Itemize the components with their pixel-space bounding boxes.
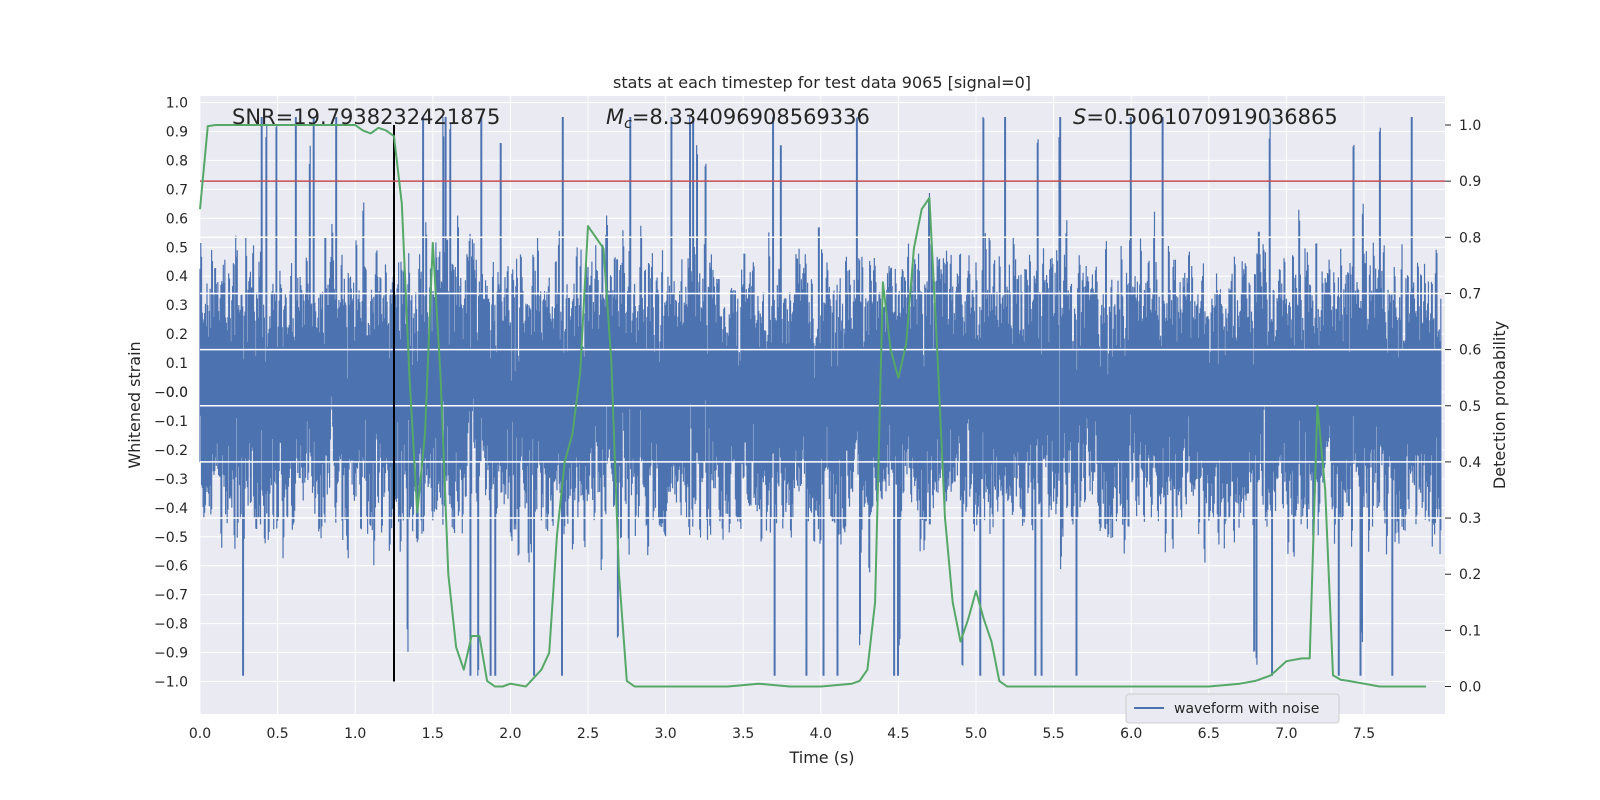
right-tick-label: 0.9 [1459, 174, 1481, 190]
left-tick-label: −0.0 [154, 385, 188, 401]
x-tick-label: 3.5 [732, 726, 754, 742]
right-tick-label: 0.1 [1459, 623, 1481, 639]
left-tick-label: −0.5 [154, 530, 188, 546]
x-tick-label: 7.5 [1353, 726, 1375, 742]
left-tick-label: 0.1 [166, 356, 188, 372]
left-tick-label: 0.2 [166, 327, 188, 343]
left-tick-label: 0.7 [166, 182, 188, 198]
left-tick-label: −0.7 [154, 588, 188, 604]
left-tick-label: −0.1 [154, 414, 188, 430]
x-axis-ticks: 0.0 0.5 1.0 1.5 2.0 2.5 3.0 3.5 4.0 4.5 5.0 5.5 6.0 6… [189, 726, 1375, 742]
x-tick-label: 2.5 [577, 726, 599, 742]
left-tick-label: 0.6 [166, 211, 188, 227]
left-tick-label: 0.4 [166, 269, 188, 285]
x-tick-label: 1.5 [422, 726, 444, 742]
left-tick-label: −0.4 [154, 501, 188, 517]
mc-subscript: c [624, 116, 632, 132]
left-axis-ticks: 1.0 0.9 0.8 0.7 0.6 0.5 0.4 0.3 0.2 0.1 0.0−0.0 −0.… [154, 96, 188, 691]
left-tick-label: 0.8 [166, 153, 188, 169]
x-tick-label: 6.5 [1198, 726, 1220, 742]
left-tick-label: 0.9 [166, 124, 188, 140]
x-tick-label: 2.0 [499, 726, 521, 742]
snr-annotation: SNR=19.7938232421875 [232, 105, 500, 129]
x-tick-label: 0.0 [189, 726, 211, 742]
chirp-mass-annotation: Mc=8.334096908569336 [606, 105, 870, 132]
left-tick-label: −0.2 [154, 443, 188, 459]
x-tick-label: 1.0 [344, 726, 366, 742]
mc-value: =8.334096908569336 [632, 105, 870, 129]
right-tick-label: 0.5 [1459, 399, 1481, 415]
mc-symbol: M [606, 105, 624, 129]
left-tick-label: 0.0 [166, 385, 188, 401]
x-tick-label: 5.5 [1042, 726, 1064, 742]
left-tick-label: 0.3 [166, 298, 188, 314]
right-tick-label: 0.0 [1459, 680, 1481, 696]
s-value: =0.5061070919036865 [1086, 105, 1337, 129]
s-annotation: S=0.5061070919036865 [1073, 105, 1338, 129]
left-tick-label: −1.0 [154, 675, 188, 691]
x-tick-label: 4.0 [810, 726, 832, 742]
s-symbol: S [1073, 105, 1086, 129]
legend-box [1125, 693, 1340, 724]
x-axis-label: Time (s) [788, 748, 854, 767]
left-tick-label: −0.9 [154, 646, 188, 662]
y-axis-label-left: Whitened strain [125, 341, 144, 468]
right-tick-label: 1.0 [1459, 118, 1481, 134]
y-axis-label-right: Detection probability [1490, 321, 1509, 489]
detection-probability-series [199, 124, 1427, 688]
left-tick-label: 1.0 [166, 96, 188, 112]
legend-label-waveform: waveform with noise [1174, 701, 1319, 717]
left-tick-label: 0.5 [166, 240, 188, 256]
x-tick-label: 5.0 [965, 726, 987, 742]
left-tick-label: −0.8 [154, 617, 188, 633]
right-tick-label: 0.4 [1459, 455, 1481, 471]
left-tick-label: −0.3 [154, 472, 188, 488]
right-tick-label: 0.8 [1459, 230, 1481, 246]
right-tick-label: 0.3 [1459, 511, 1481, 527]
x-tick-label: 7.0 [1275, 726, 1297, 742]
x-tick-label: 3.0 [654, 726, 676, 742]
legend: waveform with noise [1125, 693, 1340, 724]
right-axis-ticks: 1.0 0.9 0.8 0.7 0.6 0.5 0.4 0.3 0.2 0.1 0.0 [1445, 118, 1481, 696]
x-tick-label: 0.5 [266, 726, 288, 742]
x-tick-label: 6.0 [1120, 726, 1142, 742]
x-tick-label: 4.5 [887, 726, 909, 742]
chart-title: stats at each timestep for test data 906… [613, 73, 1031, 92]
left-tick-label: −0.6 [154, 559, 188, 575]
right-tick-label: 0.7 [1459, 286, 1481, 302]
right-tick-label: 0.6 [1459, 343, 1481, 359]
right-tick-label: 0.2 [1459, 567, 1481, 583]
